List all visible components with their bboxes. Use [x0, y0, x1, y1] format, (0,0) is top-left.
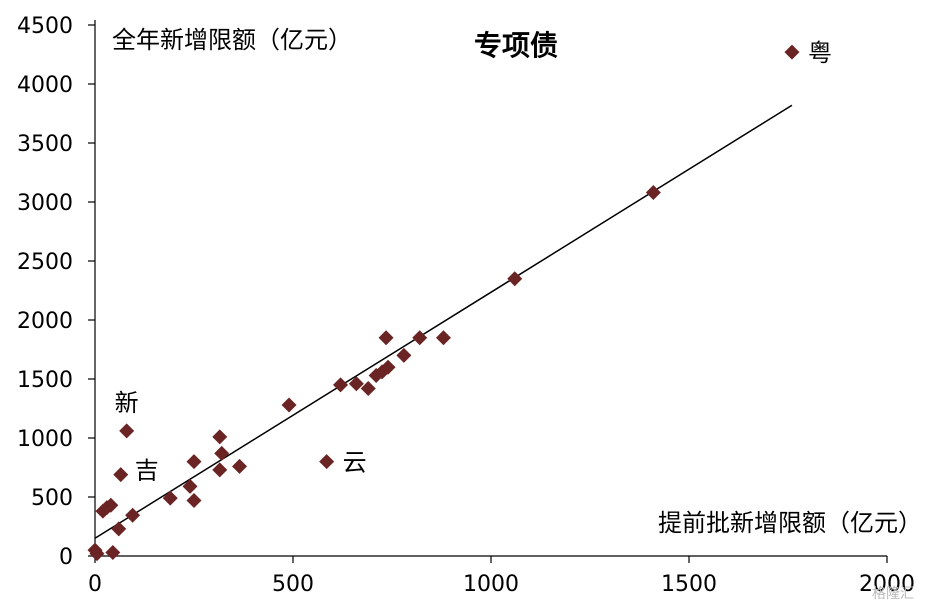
- data-point: [360, 380, 376, 396]
- data-point: [232, 458, 248, 474]
- data-point: [319, 454, 335, 470]
- chart-title: 专项债: [474, 29, 558, 62]
- data-point: [412, 330, 428, 346]
- trendline: [94, 104, 793, 539]
- data-point: [784, 44, 800, 60]
- data-point: [186, 454, 202, 470]
- data-point: [125, 507, 141, 523]
- x-tick-label: 2000: [859, 572, 915, 597]
- data-point: [182, 478, 198, 494]
- y-tick-label: 4500: [17, 14, 73, 39]
- y-tick-label: 1500: [17, 368, 73, 393]
- data-point: [103, 497, 119, 513]
- y-tick-label: 3500: [17, 132, 73, 157]
- data-point: [380, 359, 396, 375]
- trendline-group: [94, 104, 793, 539]
- y-tick-label: 3000: [17, 191, 73, 216]
- data-point: [162, 490, 178, 506]
- x-tick-label: 0: [88, 572, 102, 597]
- data-point: [212, 462, 228, 478]
- data-point: [281, 397, 297, 413]
- data-point: [333, 377, 349, 393]
- point-label: 粤: [808, 39, 832, 67]
- y-tick-label: 500: [31, 486, 73, 511]
- tick-labels: 0 500 1000 1500 2000 0 500 1000 1500 2000 2500 3000…: [17, 14, 915, 597]
- data-point: [396, 347, 412, 363]
- point-label: 吉: [135, 457, 159, 485]
- data-point: [645, 185, 661, 201]
- data-points: [87, 44, 800, 562]
- data-point: [348, 376, 364, 392]
- axes: [88, 20, 888, 563]
- data-point: [111, 521, 127, 537]
- y-tick-label: 1000: [17, 427, 73, 452]
- y-tick-label: 0: [59, 545, 73, 570]
- point-label: 新: [115, 389, 139, 417]
- data-point: [113, 467, 129, 483]
- x-tick-label: 500: [272, 572, 314, 597]
- x-tick-label: 1000: [463, 572, 519, 597]
- watermark-text: 格隆汇: [872, 586, 914, 602]
- data-point: [105, 544, 121, 560]
- data-point: [507, 271, 523, 287]
- data-point: [186, 493, 202, 509]
- y-tick-label: 2000: [17, 309, 73, 334]
- data-point: [119, 423, 135, 439]
- x-axis-title: 提前批新增限额（亿元）: [658, 509, 922, 537]
- point-labels: 吉 新云 粤: [115, 39, 832, 484]
- point-label: 云: [343, 449, 367, 477]
- data-point: [214, 445, 230, 461]
- y-tick-label: 4000: [17, 73, 73, 98]
- data-point: [89, 546, 105, 562]
- data-point: [435, 330, 451, 346]
- x-tick-label: 1500: [661, 572, 717, 597]
- data-point: [212, 429, 228, 445]
- data-point: [378, 330, 394, 346]
- y-tick-label: 2500: [17, 250, 73, 275]
- y-axis-title: 全年新增限额（亿元）: [112, 26, 352, 54]
